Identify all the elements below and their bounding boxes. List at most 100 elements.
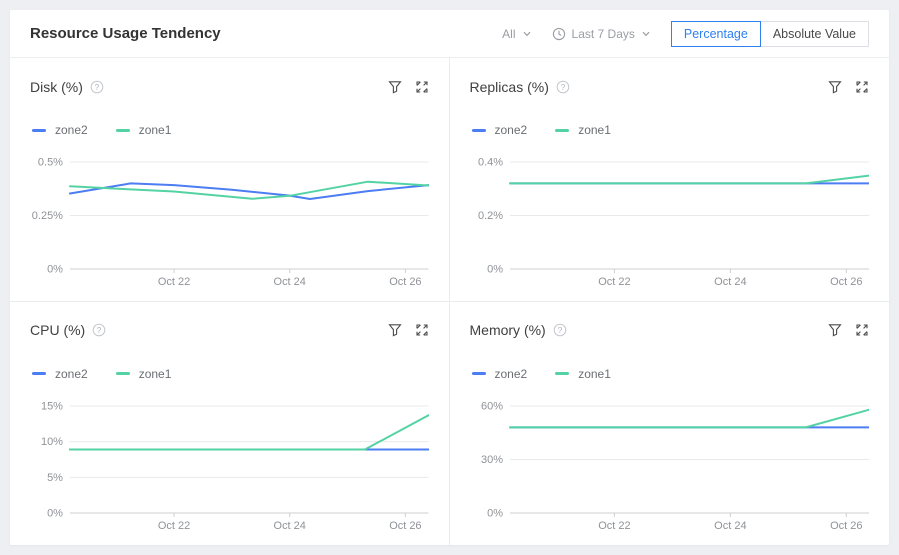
svg-text:0%: 0%: [487, 507, 503, 519]
svg-text:0%: 0%: [47, 507, 63, 519]
svg-text:0.2%: 0.2%: [477, 210, 502, 222]
legend-swatch: [115, 372, 130, 375]
svg-text:Oct 22: Oct 22: [598, 520, 630, 532]
chart-title: CPU (%): [30, 322, 86, 338]
clock-icon: [552, 27, 565, 40]
filter-icon[interactable]: [828, 80, 842, 94]
legend-item-zone1[interactable]: zone1: [115, 366, 172, 381]
card-header: Resource Usage Tendency All Last 7 Days …: [10, 10, 889, 58]
chart-legend: zone2 zone1: [32, 365, 429, 383]
legend-label: zone2: [55, 123, 88, 137]
chevron-down-icon: [523, 31, 530, 36]
filter-icon[interactable]: [828, 323, 842, 337]
legend-swatch: [32, 372, 46, 375]
filter-icon[interactable]: [387, 80, 402, 94]
svg-text:Oct 24: Oct 24: [274, 519, 306, 531]
svg-text:15%: 15%: [41, 400, 63, 412]
chart-legend: zone2 zone1: [471, 365, 870, 383]
svg-text:10%: 10%: [41, 436, 63, 448]
header-controls: All Last 7 Days Percentage Absolute Valu…: [502, 20, 869, 47]
panel-actions: [828, 80, 869, 94]
svg-text:?: ?: [97, 325, 102, 335]
charts-grid: Disk (%) ? zone2 zone1 0% 0.25% 0.5% Oct 22 O…: [10, 58, 889, 545]
svg-text:Oct 26: Oct 26: [389, 276, 421, 288]
svg-text:0%: 0%: [487, 264, 503, 276]
legend-swatch: [471, 372, 486, 375]
svg-text:Oct 26: Oct 26: [830, 520, 862, 532]
cpu-panel: CPU (%) ? zone2 zone1 0% 5% 10% 15% Oct 22 Oct…: [10, 301, 450, 545]
legend-item-zone1[interactable]: zone1: [115, 123, 172, 137]
chart-title: Disk (%): [30, 78, 83, 95]
legend-swatch: [555, 128, 570, 132]
chart-legend: zone2 zone1: [32, 121, 429, 139]
panel-head: Disk (%) ?: [30, 76, 429, 97]
panel-head: Replicas (%) ?: [470, 76, 870, 97]
scope-dropdown-value: All: [502, 26, 516, 41]
panel-head: CPU (%) ?: [30, 320, 429, 341]
svg-text:Oct 22: Oct 22: [598, 276, 630, 288]
legend-item-zone1[interactable]: zone1: [555, 367, 611, 381]
panel-actions: [828, 323, 869, 337]
svg-text:?: ?: [557, 325, 562, 335]
panel-head: Memory (%) ?: [470, 320, 870, 341]
time-range-value: Last 7 Days: [571, 26, 635, 41]
legend-label: zone1: [578, 123, 611, 137]
svg-text:0.25%: 0.25%: [32, 210, 63, 222]
resource-usage-card: Resource Usage Tendency All Last 7 Days …: [10, 10, 889, 545]
legend-label: zone1: [578, 366, 611, 381]
svg-text:Oct 24: Oct 24: [714, 276, 746, 288]
memory-panel: Memory (%) ? zone2 zone1 0% 30% 60% Oct 22 Oc…: [450, 302, 890, 546]
svg-text:Oct 26: Oct 26: [830, 276, 862, 288]
svg-text:5%: 5%: [47, 471, 63, 483]
expand-icon[interactable]: [855, 323, 869, 337]
panel-actions: [387, 323, 429, 337]
legend-item-zone1[interactable]: zone1: [555, 123, 611, 137]
value-mode-toggle: Percentage Absolute Value: [670, 20, 869, 47]
legend-item-zone2[interactable]: zone2: [471, 123, 528, 137]
legend-label: zone2: [494, 123, 528, 137]
legend-label: zone2: [55, 366, 88, 381]
legend-item-zone2[interactable]: zone2: [32, 123, 88, 137]
scope-dropdown[interactable]: All: [502, 27, 531, 41]
replicas-chart-plot: 0% 0.2% 0.4% Oct 22 Oct 24 Oct 26: [477, 157, 869, 288]
percentage-toggle-button[interactable]: Percentage: [670, 20, 761, 47]
chart-title: Replicas (%): [469, 78, 549, 95]
svg-text:0.5%: 0.5%: [38, 156, 63, 168]
svg-text:Oct 26: Oct 26: [389, 519, 421, 531]
help-icon[interactable]: ?: [556, 80, 570, 94]
time-range-dropdown[interactable]: Last 7 Days: [552, 27, 651, 41]
page-title: Resource Usage Tendency: [30, 25, 221, 42]
chart-title: Memory (%): [469, 322, 546, 338]
legend-item-zone2[interactable]: zone2: [471, 367, 527, 381]
svg-text:?: ?: [560, 82, 565, 92]
svg-text:30%: 30%: [480, 454, 502, 466]
disk-chart-plot: 0% 0.25% 0.5% Oct 22 Oct 24 Oct 26: [32, 156, 429, 288]
absolute-value-toggle-button[interactable]: Absolute Value: [759, 20, 869, 47]
svg-text:Oct 22: Oct 22: [158, 519, 190, 531]
legend-swatch: [32, 128, 46, 132]
expand-icon[interactable]: [855, 80, 869, 94]
legend-swatch: [555, 372, 570, 375]
legend-swatch: [115, 128, 130, 132]
chevron-down-icon: [642, 31, 650, 36]
disk-panel: Disk (%) ? zone2 zone1 0% 0.25% 0.5% Oct 22 O…: [10, 58, 450, 302]
help-icon[interactable]: ?: [90, 80, 104, 94]
svg-text:60%: 60%: [480, 400, 502, 412]
legend-label: zone1: [138, 366, 172, 381]
filter-icon[interactable]: [387, 323, 402, 337]
svg-text:?: ?: [95, 82, 100, 92]
help-icon[interactable]: ?: [92, 323, 106, 337]
chart-legend: zone2 zone1: [471, 121, 870, 139]
legend-item-zone2[interactable]: zone2: [32, 367, 88, 381]
help-icon[interactable]: ?: [553, 323, 567, 337]
svg-text:0%: 0%: [47, 263, 63, 275]
legend-label: zone1: [138, 123, 172, 137]
cpu-chart-plot: 0% 5% 10% 15% Oct 22 Oct 24 Oct 26: [41, 400, 429, 532]
panel-actions: [387, 80, 429, 94]
expand-icon[interactable]: [415, 80, 429, 94]
svg-text:Oct 22: Oct 22: [158, 276, 190, 288]
svg-text:0.4%: 0.4%: [477, 157, 502, 169]
svg-text:Oct 24: Oct 24: [714, 520, 746, 532]
replicas-panel: Replicas (%) ? zone2 zone1 0% 0.2% 0.4% Oct …: [449, 58, 889, 302]
expand-icon[interactable]: [415, 323, 429, 337]
